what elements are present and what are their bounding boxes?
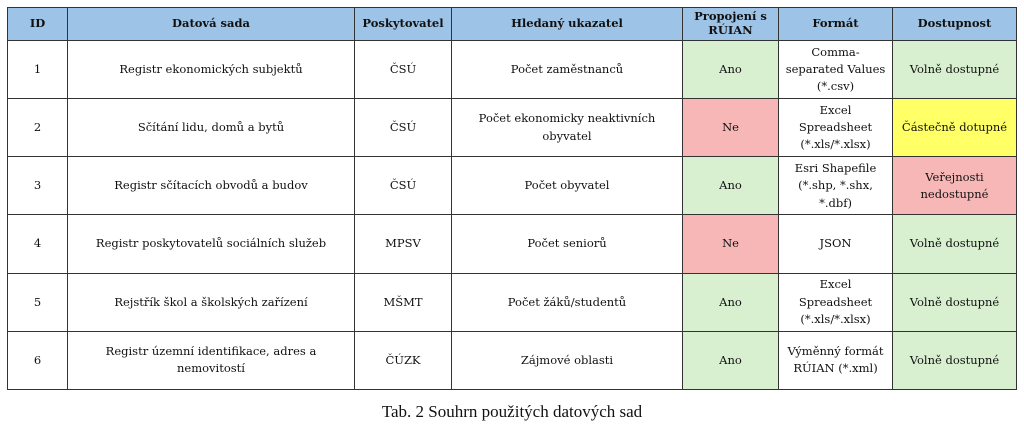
cell-indicator: Počet seniorů (451, 214, 683, 274)
cell-provider: MŠMT (354, 272, 452, 332)
cell-ruian-link: Ne (682, 214, 779, 274)
table-row: 5 Rejstřík škol a školských zařízení MŠM… (7, 272, 1017, 332)
table-row: 4 Registr poskytovatelů sociálních služe… (7, 214, 1017, 274)
cell-format: JSON (778, 214, 893, 274)
header-provider: Poskytovatel (354, 7, 452, 41)
cell-dataset: Registr sčítacích obvodů a budov (67, 156, 355, 216)
table-row: 1 Registr ekonomických subjektů ČSÚ Poče… (7, 39, 1017, 100)
cell-id: 4 (7, 214, 68, 274)
cell-dataset: Registr ekonomických subjektů (67, 39, 355, 100)
cell-id: 1 (7, 39, 68, 100)
cell-provider: ČSÚ (354, 98, 452, 158)
cell-indicator: Počet obyvatel (451, 156, 683, 216)
header-row: ID Datová sada Poskytovatel Hledaný ukaz… (7, 7, 1017, 41)
cell-id: 6 (7, 330, 68, 391)
cell-ruian-link: Ano (682, 39, 779, 100)
cell-ruian-link: Ano (682, 330, 779, 391)
cell-availability: Částečně dotupné (892, 98, 1017, 158)
header-dataset: Datová sada (67, 7, 355, 41)
header-format: Formát (778, 7, 893, 41)
cell-format: Excel Spreadsheet (*.xls/*.xlsx) (778, 272, 893, 332)
cell-ruian-link: Ne (682, 98, 779, 158)
cell-provider: ČÚZK (354, 330, 452, 391)
table-row: 3 Registr sčítacích obvodů a budov ČSÚ P… (7, 156, 1017, 216)
cell-indicator: Počet žáků/studentů (451, 272, 683, 332)
cell-dataset: Sčítání lidu, domů a bytů (67, 98, 355, 158)
cell-dataset: Rejstřík škol a školských zařízení (67, 272, 355, 332)
cell-id: 3 (7, 156, 68, 216)
table-row: 6 Registr územní identifikace, adres a n… (7, 330, 1017, 391)
cell-format: Comma-separated Values (*.csv) (778, 39, 893, 100)
header-availability: Dostupnost (892, 7, 1017, 41)
cell-availability: Volně dostupné (892, 39, 1017, 100)
cell-id: 5 (7, 272, 68, 332)
cell-provider: ČSÚ (354, 39, 452, 100)
cell-dataset: Registr poskytovatelů sociálních služeb (67, 214, 355, 274)
table-row: 2 Sčítání lidu, domů a bytů ČSÚ Počet ek… (7, 98, 1017, 158)
cell-format: Esri Shapefile (*.shp, *.shx, *.dbf) (778, 156, 893, 216)
cell-availability: Volně dostupné (892, 214, 1017, 274)
header-id: ID (7, 7, 68, 41)
header-indicator: Hledaný ukazatel (451, 7, 683, 41)
cell-availability: Veřejnosti nedostupné (892, 156, 1017, 216)
cell-availability: Volně dostupné (892, 272, 1017, 332)
cell-availability: Volně dostupné (892, 330, 1017, 391)
cell-ruian-link: Ano (682, 272, 779, 332)
cell-indicator: Zájmové oblasti (451, 330, 683, 391)
cell-ruian-link: Ano (682, 156, 779, 216)
cell-provider: MPSV (354, 214, 452, 274)
header-ruian-link: Propojení s RÚIAN (682, 7, 779, 41)
cell-format: Excel Spreadsheet (*.xls/*.xlsx) (778, 98, 893, 158)
cell-dataset: Registr územní identifikace, adres a nem… (67, 330, 355, 391)
datasets-table: ID Datová sada Poskytovatel Hledaný ukaz… (7, 7, 1017, 391)
cell-format: Výměnný formát RÚIAN (*.xml) (778, 330, 893, 391)
cell-indicator: Počet zaměstnanců (451, 39, 683, 100)
cell-indicator: Počet ekonomicky neaktivních obyvatel (451, 98, 683, 158)
cell-id: 2 (7, 98, 68, 158)
cell-provider: ČSÚ (354, 156, 452, 216)
table-caption: Tab. 2 Souhrn použitých datových sad (381, 402, 643, 421)
